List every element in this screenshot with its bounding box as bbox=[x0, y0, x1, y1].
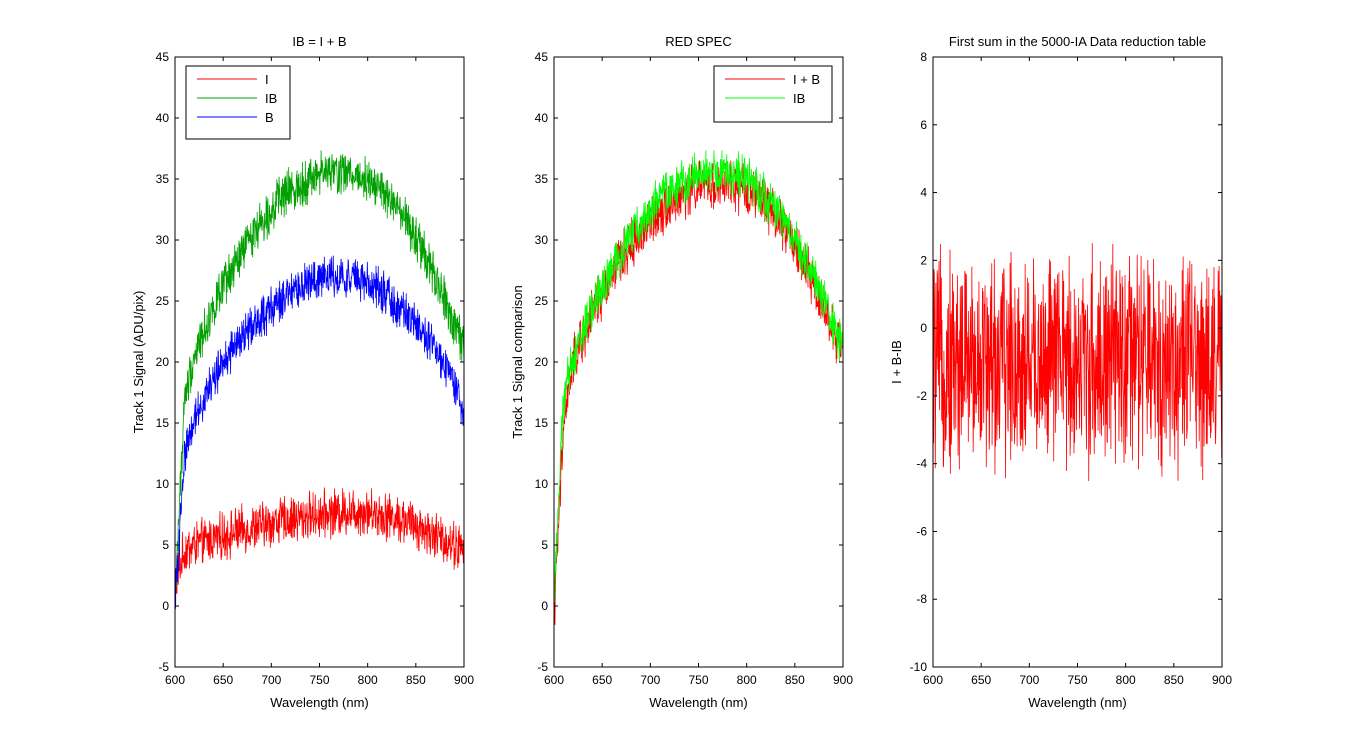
y-tick-label: 35 bbox=[156, 172, 170, 186]
y-tick-label: 45 bbox=[535, 50, 549, 64]
y-tick-label: 10 bbox=[156, 477, 170, 491]
y-tick-label: 2 bbox=[920, 253, 927, 267]
plot-area bbox=[554, 57, 843, 667]
legend-label: IB bbox=[265, 91, 277, 106]
y-tick-label: -5 bbox=[158, 660, 169, 674]
y-tick-label: 30 bbox=[535, 233, 549, 247]
y-tick-label: 45 bbox=[156, 50, 170, 64]
y-tick-label: 25 bbox=[535, 294, 549, 308]
chart-title: IB = I + B bbox=[292, 34, 346, 49]
x-tick-label: 650 bbox=[213, 673, 233, 687]
y-axis-label: Track 1 Signal (ADU/pix) bbox=[131, 291, 146, 434]
y-tick-label: -10 bbox=[910, 660, 928, 674]
chart-title: RED SPEC bbox=[665, 34, 731, 49]
y-tick-label: 0 bbox=[162, 599, 169, 613]
y-tick-label: 0 bbox=[920, 321, 927, 335]
series-line-ib bbox=[554, 149, 843, 603]
y-tick-label: 15 bbox=[535, 416, 549, 430]
series-line-i bbox=[175, 487, 464, 594]
series-line-b bbox=[175, 255, 464, 610]
x-tick-label: 750 bbox=[1067, 673, 1087, 687]
x-tick-label: 800 bbox=[358, 673, 378, 687]
y-tick-label: 40 bbox=[535, 111, 549, 125]
chart-panel-2: 600 650 700 750 800 850 900 -5 0 5 10 15 20 25 30 35 40 4… bbox=[510, 34, 853, 710]
x-tick-label: 800 bbox=[1116, 673, 1136, 687]
y-tick-label: 40 bbox=[156, 111, 170, 125]
legend-box bbox=[713, 65, 833, 123]
x-tick-label: 900 bbox=[1212, 673, 1232, 687]
y-tick-label: 25 bbox=[156, 294, 170, 308]
y-tick-label: 20 bbox=[535, 355, 549, 369]
x-tick-label: 850 bbox=[406, 673, 426, 687]
x-axis-label: Wavelength (nm) bbox=[649, 695, 748, 710]
x-tick-label: 900 bbox=[454, 673, 474, 687]
chart-title: First sum in the 5000-IA Data reduction … bbox=[949, 34, 1206, 49]
y-tick-label: 5 bbox=[541, 538, 548, 552]
y-tick-label: -2 bbox=[916, 389, 927, 403]
x-axis-label: Wavelength (nm) bbox=[270, 695, 369, 710]
legend-label: I bbox=[265, 72, 269, 87]
legend-box bbox=[185, 65, 291, 140]
y-tick-label: 15 bbox=[156, 416, 170, 430]
y-tick-label: 8 bbox=[920, 50, 927, 64]
legend-label: I + B bbox=[793, 72, 820, 87]
y-axis-label: Track 1 Signal comparison bbox=[510, 285, 525, 438]
legend-label: B bbox=[265, 110, 274, 125]
x-tick-label: 650 bbox=[592, 673, 612, 687]
y-tick-label: 35 bbox=[535, 172, 549, 186]
y-tick-label: 5 bbox=[162, 538, 169, 552]
x-tick-label: 800 bbox=[737, 673, 757, 687]
y-tick-label: 6 bbox=[920, 118, 927, 132]
y-tick-label: -8 bbox=[916, 592, 927, 606]
legend: I IB B bbox=[185, 65, 291, 140]
y-tick-label: -4 bbox=[916, 457, 927, 471]
y-tick-label: 30 bbox=[156, 233, 170, 247]
y-tick-label: -6 bbox=[916, 524, 927, 538]
y-tick-label: 10 bbox=[535, 477, 549, 491]
y-tick-label: 20 bbox=[156, 355, 170, 369]
x-tick-label: 600 bbox=[544, 673, 564, 687]
x-tick-label: 750 bbox=[309, 673, 329, 687]
chart-panel-3: 600 650 700 750 800 850 900 -10 -8 -6 -4 -2 0 2 4 6 8 Fir… bbox=[889, 34, 1232, 710]
x-tick-label: 700 bbox=[1019, 673, 1039, 687]
series-line-difference bbox=[933, 243, 1222, 482]
x-tick-label: 600 bbox=[165, 673, 185, 687]
x-tick-label: 700 bbox=[640, 673, 660, 687]
y-tick-label: 4 bbox=[920, 186, 927, 200]
x-axis-label: Wavelength (nm) bbox=[1028, 695, 1127, 710]
x-tick-label: 850 bbox=[1164, 673, 1184, 687]
y-tick-label: 0 bbox=[541, 599, 548, 613]
x-tick-label: 650 bbox=[971, 673, 991, 687]
y-tick-label: -5 bbox=[537, 660, 548, 674]
x-tick-label: 850 bbox=[785, 673, 805, 687]
chart-panel-1: 600 650 700 750 800 850 900 -5 0 5 10 15 20 25 30 35 40 4… bbox=[131, 34, 474, 710]
series-line-ib bbox=[175, 150, 464, 593]
x-tick-label: 700 bbox=[261, 673, 281, 687]
x-tick-label: 900 bbox=[833, 673, 853, 687]
x-tick-label: 600 bbox=[923, 673, 943, 687]
legend: I + B IB bbox=[713, 65, 833, 123]
x-tick-label: 750 bbox=[688, 673, 708, 687]
y-axis-label: I + B-IB bbox=[889, 340, 904, 384]
legend-label: IB bbox=[793, 91, 805, 106]
